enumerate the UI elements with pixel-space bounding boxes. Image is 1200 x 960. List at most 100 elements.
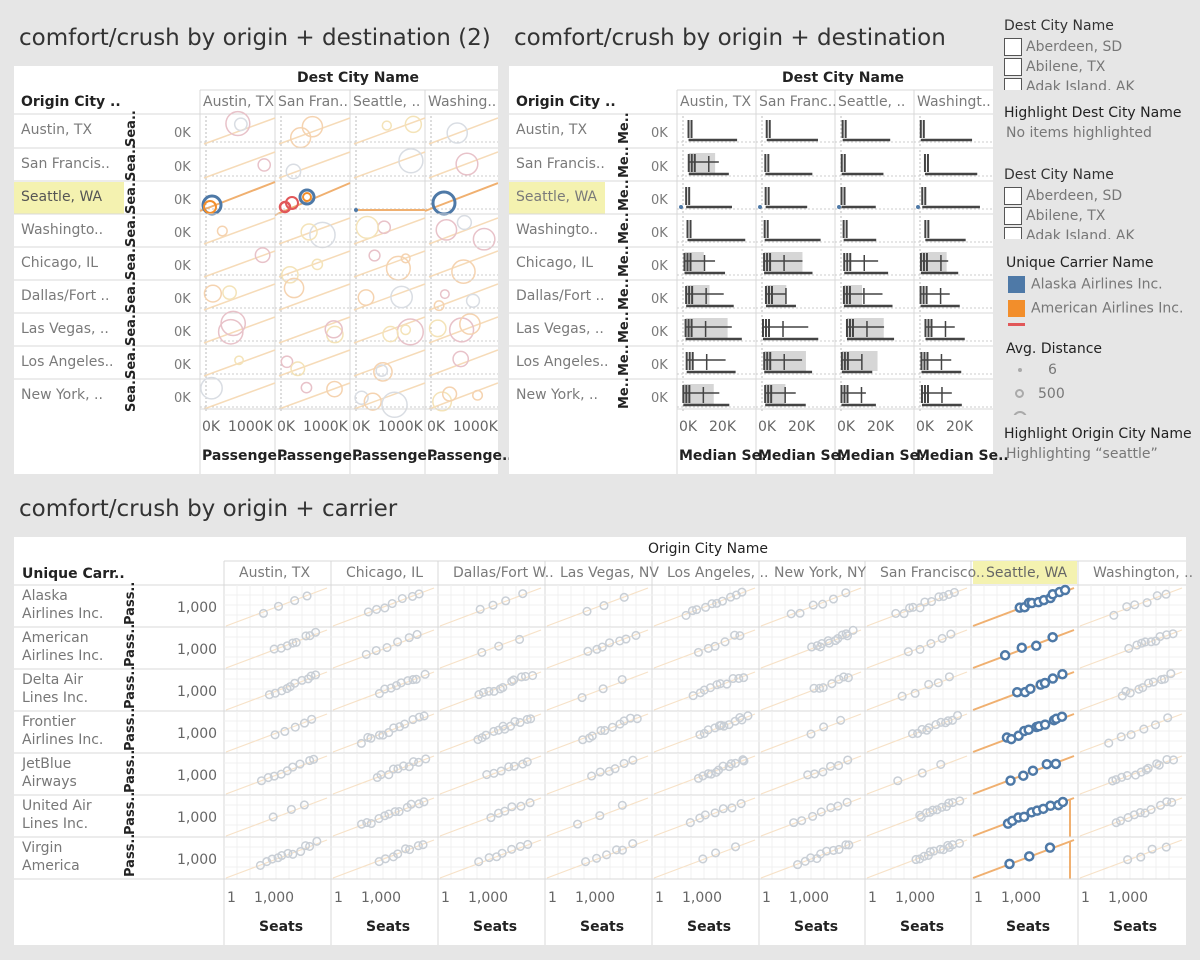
dest-filter-1-item[interactable]: Adak Island, AK (1004, 78, 1194, 90)
origin-col-header[interactable]: Austin, TX (239, 565, 311, 581)
origin-row-label[interactable]: Los Angeles.. (21, 354, 114, 370)
carrier-row-label[interactable]: Airlines Inc. (22, 732, 104, 748)
data-point (617, 845, 627, 855)
sheet3-panel[interactable]: Origin City Name Unique Carr.. Austin, T… (14, 537, 1193, 945)
origin-row-label[interactable]: New York, .. (516, 387, 598, 403)
x-axis-title[interactable]: Passenge.. (352, 448, 438, 464)
x-axis-title[interactable]: Passenge.. (277, 448, 363, 464)
origin-row-label[interactable]: San Francis.. (516, 156, 605, 172)
checkbox-icon[interactable] (1004, 58, 1022, 76)
dest-filter-2-item[interactable]: Aberdeen, SD (1004, 187, 1194, 207)
carrier-row-label[interactable]: Virgin (22, 840, 63, 856)
carrier-row-label[interactable]: JetBlue (22, 756, 72, 772)
x-axis-title[interactable]: Median Se.. (679, 448, 772, 464)
origin-row-label[interactable]: Las Vegas, .. (516, 321, 604, 337)
origin-col-header[interactable]: New York, NY (774, 565, 867, 581)
carrier-row-label[interactable]: United Air (22, 798, 92, 814)
carrier-legend-item-american[interactable]: American Airlines Inc. (1008, 300, 1183, 317)
x-axis-title[interactable]: Median Se.. (916, 448, 1009, 464)
sheet1-viz[interactable] (14, 66, 498, 474)
dest-col-header[interactable]: Seattle, .. (353, 94, 421, 110)
trend-line (278, 316, 351, 344)
carrier-row-label[interactable]: Frontier (22, 714, 76, 730)
carrier-legend-item-alaska[interactable]: Alaska Airlines Inc. (1008, 276, 1163, 293)
dest-filter-1-list[interactable]: Aberdeen, SD Abilene, TX Adak Island, AK (1004, 38, 1194, 90)
dest-filter-2-item[interactable]: Abilene, TX (1004, 207, 1194, 227)
carrier-row-label[interactable]: Airways (22, 774, 77, 790)
origin-row-label[interactable]: Washingto.. (21, 222, 104, 238)
dest-col-header[interactable]: Seattle, .. (838, 94, 906, 110)
origin-row-label[interactable]: San Francis.. (21, 156, 110, 172)
origin-row-label[interactable]: Seattle, WA (516, 189, 598, 205)
origin-row-label[interactable]: Dallas/Fort .. (516, 288, 605, 304)
x-axis-title[interactable]: Median Se.. (758, 448, 851, 464)
x-axis-title[interactable]: Seats (259, 919, 304, 935)
carrier-row-label[interactable]: Delta Air (22, 672, 84, 688)
sheet2-viz[interactable] (509, 66, 993, 474)
checkbox-icon[interactable] (1004, 227, 1022, 239)
data-point (290, 596, 300, 606)
data-point (363, 392, 382, 411)
carrier-row-label[interactable]: America (22, 858, 80, 874)
origin-col-header[interactable]: San Francisco.. (880, 565, 985, 581)
origin-col-header[interactable]: Seattle, WA (986, 565, 1068, 581)
dest-col-header[interactable]: Austin, TX (680, 94, 752, 110)
origin-row-label[interactable]: Austin, TX (21, 122, 93, 138)
data-point (583, 646, 593, 656)
dest-col-header[interactable]: Washing.. (428, 94, 497, 110)
x-axis-title[interactable]: Seats (900, 919, 945, 935)
origin-col-header[interactable]: Las Vegas, NV (560, 565, 659, 581)
carrier-row-label[interactable]: Alaska (22, 588, 68, 604)
dest-col-header[interactable]: San Franc.. (759, 94, 837, 110)
origin-col-header[interactable]: Chicago, IL (346, 565, 424, 581)
dest-filter-2-item[interactable]: Adak Island, AK (1004, 227, 1194, 239)
origin-col-header[interactable]: Washington, .. (1093, 565, 1194, 581)
dest-filter-1-item[interactable]: Abilene, TX (1004, 58, 1194, 78)
x-axis-title[interactable]: Passenge.. (427, 448, 513, 464)
dest-col-header[interactable]: Washingt.. (917, 94, 991, 110)
carrier-row-label[interactable]: Airlines Inc. (22, 606, 104, 622)
origin-col-header[interactable]: Los Angeles, .. (667, 565, 769, 581)
dest-col-header[interactable]: Austin, TX (203, 94, 275, 110)
carrier-row-label[interactable]: Lines Inc. (22, 816, 89, 832)
origin-row-label[interactable]: Chicago, IL (21, 255, 99, 271)
sheet1-panel[interactable]: Dest City Name Origin City .. Austin, TX… (14, 66, 513, 474)
dest-filter-2-list[interactable]: Aberdeen, SD Abilene, TX Adak Island, AK (1004, 187, 1194, 239)
x-axis-title[interactable]: Seats (1006, 919, 1051, 935)
sheet3-viz[interactable] (14, 537, 1186, 945)
checkbox-icon[interactable] (1004, 187, 1022, 205)
origin-row-label[interactable]: Las Vegas, .. (21, 321, 109, 337)
origin-row-label[interactable]: Dallas/Fort .. (21, 288, 110, 304)
x-axis-title[interactable]: Passenge.. (202, 448, 288, 464)
checkbox-icon[interactable] (1004, 38, 1022, 56)
origin-row-label[interactable]: Los Angeles.. (516, 354, 609, 370)
data-point (706, 769, 716, 779)
carrier-row-label[interactable]: Airlines Inc. (22, 648, 104, 664)
carrier-row-label[interactable]: Lines Inc. (22, 690, 89, 706)
trend-line (278, 151, 351, 179)
origin-col-header[interactable]: Dallas/Fort W.. (453, 565, 554, 581)
x-axis-title[interactable]: Median Se.. (837, 448, 930, 464)
data-point (326, 380, 343, 398)
origin-row-label[interactable]: Chicago, IL (516, 255, 594, 271)
dest-filter-1-item[interactable]: Aberdeen, SD (1004, 38, 1194, 58)
x-axis-title[interactable]: Seats (687, 919, 732, 935)
highlight-dest-value[interactable]: No items highlighted (1006, 125, 1152, 141)
x-axis-title[interactable]: Seats (1113, 919, 1158, 935)
carrier-row-label[interactable]: American (22, 630, 89, 646)
origin-row-label[interactable]: Seattle, WA (21, 189, 103, 205)
checkbox-icon[interactable] (1004, 78, 1022, 90)
highlight-origin-value[interactable]: Highlighting “seattle” (1006, 446, 1158, 462)
x-axis-title[interactable]: Seats (366, 919, 411, 935)
data-point (384, 728, 394, 738)
x-axis-title[interactable]: Seats (580, 919, 625, 935)
origin-row-label[interactable]: New York, .. (21, 387, 103, 403)
dest-col-header[interactable]: San Fran.. (278, 94, 348, 110)
x-axis-title[interactable]: Seats (794, 919, 839, 935)
data-point (1168, 629, 1178, 639)
origin-row-label[interactable]: Washingto.. (516, 222, 599, 238)
checkbox-icon[interactable] (1004, 207, 1022, 225)
sheet2-panel[interactable]: Dest City Name Origin City .. Austin, TX… (509, 66, 1009, 474)
x-axis-title[interactable]: Seats (473, 919, 518, 935)
origin-row-label[interactable]: Austin, TX (516, 122, 588, 138)
